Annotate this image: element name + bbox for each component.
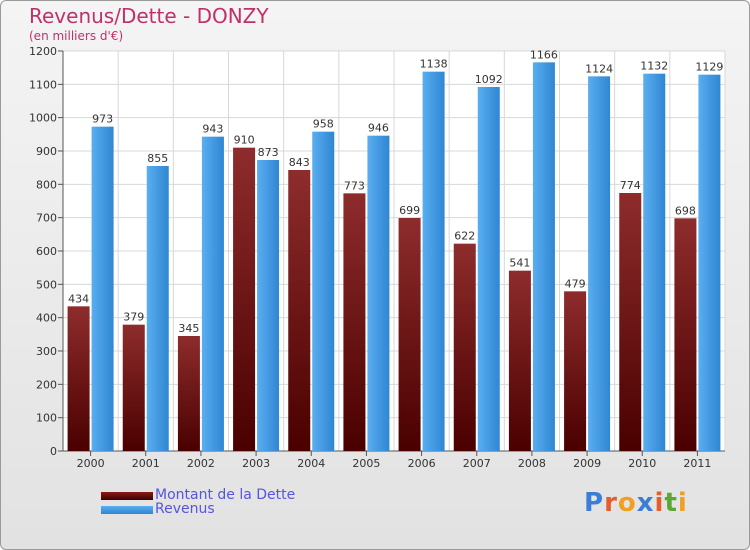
revenue-bar <box>422 71 445 452</box>
logo-letter: t <box>664 488 678 518</box>
debt-bar <box>564 291 587 451</box>
y-tick-label: 1100 <box>29 78 57 91</box>
revenue-value-label: 1138 <box>420 58 448 71</box>
logo-letter: i <box>654 488 665 518</box>
x-tick-label: 2006 <box>408 457 436 470</box>
x-tick-label: 2008 <box>518 457 546 470</box>
y-tick-label: 900 <box>36 145 57 158</box>
revenue-value-label: 958 <box>313 118 334 131</box>
debt-value-label: 541 <box>509 257 530 270</box>
debt-value-label: 773 <box>344 179 365 192</box>
x-tick-label: 2002 <box>187 457 215 470</box>
debt-bar <box>453 243 476 451</box>
y-tick-label: 500 <box>36 278 57 291</box>
revenue-value-label: 1129 <box>695 61 723 74</box>
debt-value-label: 479 <box>565 277 586 290</box>
revenue-value-label: 973 <box>92 113 113 126</box>
revenue-value-label: 1166 <box>530 48 558 61</box>
debt-bar <box>177 336 200 451</box>
debt-value-label: 345 <box>178 322 199 335</box>
debt-bar <box>288 170 311 451</box>
debt-bar <box>508 270 531 451</box>
logo-letter: i <box>677 488 688 518</box>
revenue-value-label: 855 <box>147 152 168 165</box>
y-tick-label: 300 <box>36 345 57 358</box>
debt-value-label: 698 <box>675 204 696 217</box>
y-tick-label: 200 <box>36 378 57 391</box>
legend-label-revenue: Revenus <box>155 501 215 517</box>
revenue-bar <box>588 76 611 451</box>
debt-value-label: 622 <box>454 230 475 243</box>
revenue-bar <box>477 87 500 451</box>
debt-bar <box>343 193 366 452</box>
proxiti-logo: Proxiti <box>584 488 688 518</box>
axes: 0 100 200 300 400 500 600 700 800 900 1000 1100 1200… <box>29 45 725 470</box>
x-tick-label: 2003 <box>242 457 270 470</box>
legend-swatch-revenue <box>101 506 153 514</box>
debt-value-label: 843 <box>289 156 310 169</box>
logo-letter: r <box>604 488 618 518</box>
y-tick-label: 400 <box>36 312 57 325</box>
debt-value-label: 434 <box>68 292 89 305</box>
debt-bar <box>674 218 697 451</box>
revenue-bar <box>532 62 555 451</box>
x-tick-label: 2011 <box>683 457 711 470</box>
gridlines <box>62 50 726 452</box>
bars <box>67 62 721 452</box>
debt-value-label: 699 <box>399 204 420 217</box>
legend-label-debt: Montant de la Dette <box>155 487 296 503</box>
revenue-bar <box>146 166 169 451</box>
revenue-bar <box>367 135 390 451</box>
revenue-bar <box>643 73 666 452</box>
debt-bar <box>67 306 90 451</box>
debt-bar <box>398 218 421 451</box>
legend-swatch-debt <box>101 492 153 500</box>
chart-subtitle: (en milliers d'€) <box>29 29 124 43</box>
x-tick-label: 2001 <box>132 457 160 470</box>
revenue-bar <box>201 136 224 451</box>
revenue-value-label: 1124 <box>585 62 613 75</box>
revenue-bar <box>91 126 114 452</box>
revenue-value-label: 1132 <box>640 60 668 73</box>
revenue-bar <box>257 160 280 451</box>
y-tick-label: 1000 <box>29 112 57 125</box>
debt-bar <box>122 324 145 451</box>
x-tick-label: 2004 <box>297 457 325 470</box>
logo-letter: o <box>617 488 637 518</box>
x-tick-label: 2009 <box>573 457 601 470</box>
revenue-value-label: 943 <box>202 123 223 136</box>
debt-bar <box>233 147 256 451</box>
debt-value-label: 910 <box>234 134 255 147</box>
logo-letter: x <box>636 488 655 518</box>
debt-bar <box>619 193 642 451</box>
debt-value-label: 379 <box>123 311 144 324</box>
chart-title: Revenus/Dette - DONZY <box>29 4 269 28</box>
y-tick-label: 600 <box>36 245 57 258</box>
y-tick-label: 700 <box>36 212 57 225</box>
revenue-value-label: 873 <box>258 146 279 159</box>
revenue-bar <box>698 74 721 452</box>
debt-value-label: 774 <box>620 179 641 192</box>
y-tick-label: 800 <box>36 178 57 191</box>
revenue-bar <box>312 131 335 451</box>
x-tick-label: 2005 <box>352 457 380 470</box>
revenue-value-label: 1092 <box>475 73 503 86</box>
y-tick-label: 0 <box>50 445 57 458</box>
x-tick-label: 2007 <box>463 457 491 470</box>
x-tick-label: 2010 <box>628 457 656 470</box>
y-tick-label: 1200 <box>29 45 57 58</box>
logo-letter: P <box>584 488 605 518</box>
y-tick-label: 100 <box>36 412 57 425</box>
x-tick-label: 2000 <box>77 457 105 470</box>
revenue-value-label: 946 <box>368 122 389 135</box>
